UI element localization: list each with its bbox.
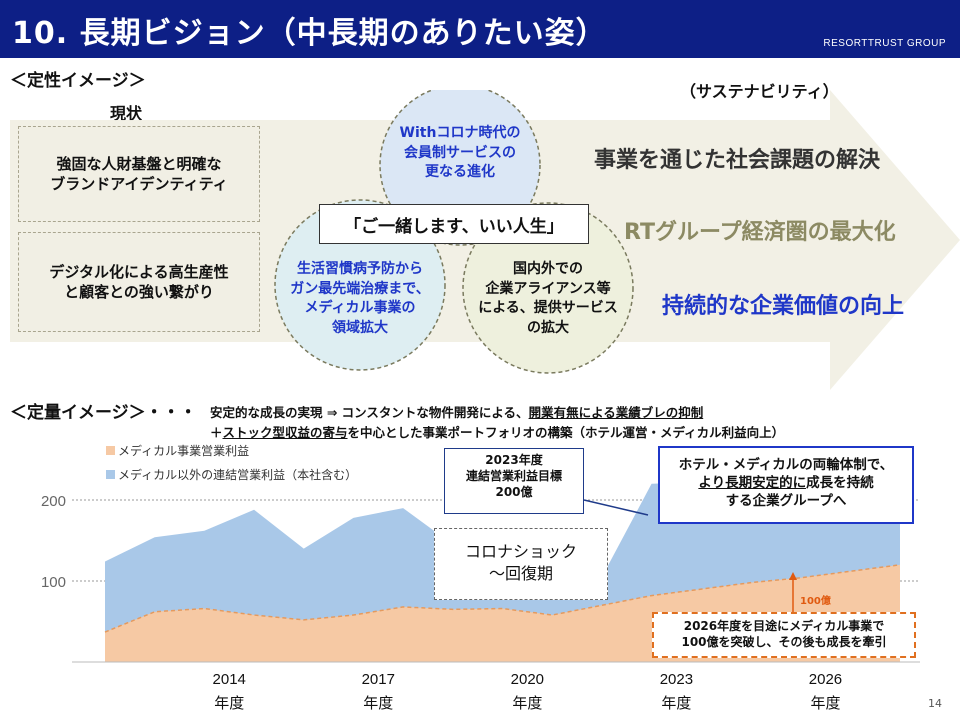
legend-swatch	[106, 446, 115, 455]
series-line-medical	[104, 564, 901, 633]
quantitative-line-2: ＋ストック型収益の寄与を中心とした事業ポートフォリオの構築（ホテル運営・メディカ…	[210, 422, 784, 441]
quantitative-line-1: 安定的な成長の実現 ⇒ コンスタントな物件開発による、開業有無による業績ブレの抑…	[210, 402, 703, 421]
line2-text: を中心とした事業ポートフォリオの構築（ホテル運営・メディカル利益向上）	[347, 425, 785, 440]
sustainability-label: （サステナビリティ）	[680, 82, 839, 101]
title-bar: 10. 長期ビジョン（中長期のありたい姿） RESORTTRUST GROUP	[0, 0, 960, 58]
center-phrase-box: 「ご一緒します、いい人生」	[319, 204, 589, 244]
vision-emphasis-2: 成長を持続	[806, 475, 874, 492]
x-tick-label: 2017	[362, 671, 395, 688]
goal-social-issue: 事業を通じた社会課題の解決	[594, 148, 881, 173]
goal-economic-zone: RTグループ経済圏の最大化	[624, 220, 896, 245]
line1-emphasis: 開業有無による業績ブレの抑制	[528, 405, 704, 420]
page-title: 10. 長期ビジョン（中長期のありたい姿）	[12, 16, 607, 51]
target-connector	[583, 499, 649, 516]
legend-swatch	[106, 470, 115, 479]
x-tick-unit: 年度	[810, 694, 840, 712]
x-tick-label: 2020	[511, 671, 544, 688]
circle-top-text: Withコロナ時代の 会員制サービスの 更なる進化	[399, 125, 521, 181]
x-tick-unit: 年度	[214, 694, 244, 712]
legend-label: メディカル事業営業利益	[118, 443, 249, 458]
line2-plus: ＋	[210, 425, 223, 440]
medical-100-label: 100億	[800, 596, 831, 607]
circle-left-text: 生活習慣病予防から ガン最先端治療まで、 メディカル事業の 領域拡大	[290, 261, 430, 336]
line1-text: 安定的な成長の実現 ⇒ コンスタントな物件開発による、	[210, 405, 529, 420]
current-item-2: デジタル化による高生産性 と顧客との強い繋がり	[18, 232, 260, 332]
x-tick-label: 2023	[660, 671, 693, 688]
circle-right-text: 国内外での 企業アライアンス等 による、提供サービス の拡大	[478, 261, 618, 336]
quantitative-label: ＜定量イメージ＞・・・	[10, 403, 197, 423]
page-number: 14	[928, 697, 942, 710]
x-tick-unit: 年度	[661, 694, 691, 712]
x-tick-unit: 年度	[363, 694, 393, 712]
brand-label: RESORTTRUST GROUP	[823, 38, 946, 49]
current-label: 現状	[110, 104, 143, 123]
y-tick-label: 200	[41, 493, 66, 510]
medical-goal-callout: 2026年度を目途にメディカル事業で 100億を突破し、その後も成長を牽引	[652, 612, 916, 658]
goal-corporate-value: 持続的な企業価値の向上	[662, 294, 905, 319]
vision-callout: ホテル・メディカルの両輪体制で、 より長期安定的に成長を持続 する企業グループへ	[658, 446, 914, 524]
x-tick-unit: 年度	[512, 694, 542, 712]
target-2023-callout: 2023年度 連結営業利益目標 200億	[444, 448, 584, 514]
legend-label: メディカル以外の連結営業利益（本社含む）	[118, 467, 357, 482]
vision-line-3: する企業グループへ	[725, 493, 847, 510]
vision-emphasis-1: より長期安定的に	[698, 475, 807, 492]
current-item-1: 強固な人財基盤と明確な ブランドアイデンティティ	[18, 126, 260, 222]
circle-right	[462, 202, 634, 374]
vision-line-2: より長期安定的に成長を持続	[660, 474, 912, 492]
x-tick-label: 2026	[809, 671, 842, 688]
qualitative-label: ＜定性イメージ＞	[10, 71, 146, 91]
y-tick-label: 100	[41, 574, 66, 591]
medical-arrowhead	[789, 572, 797, 580]
line2-emphasis: ストック型収益の寄与	[222, 425, 348, 440]
corona-callout: コロナショック ～回復期	[434, 528, 608, 600]
vision-line-1: ホテル・メディカルの両輪体制で、	[678, 457, 894, 473]
x-tick-label: 2014	[213, 671, 246, 688]
